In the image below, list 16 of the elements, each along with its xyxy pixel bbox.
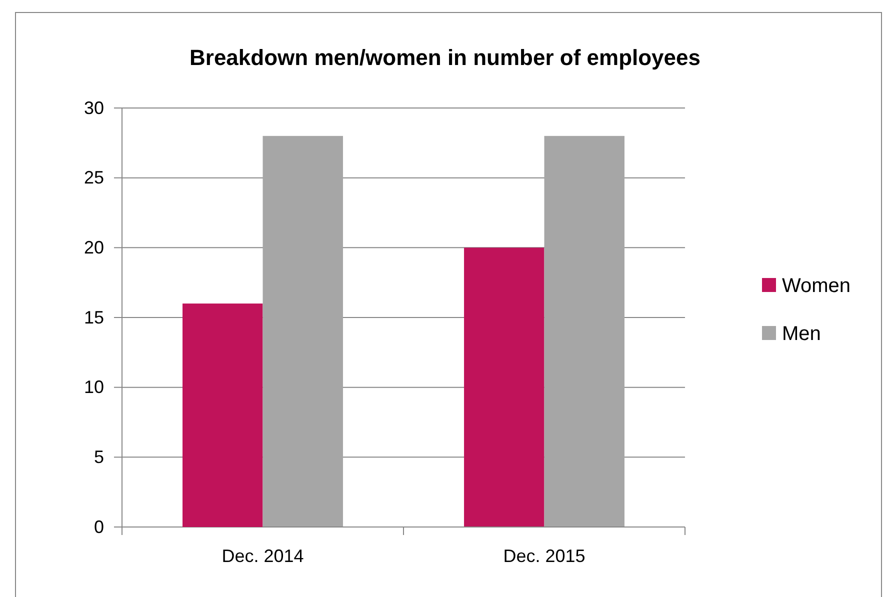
y-tick-label: 20 (84, 237, 104, 258)
y-tick-label: 10 (84, 377, 104, 398)
y-tick-label: 0 (94, 516, 104, 537)
y-tick-label: 25 (84, 168, 104, 188)
y-tick-label: 30 (84, 98, 104, 118)
x-tick-label: Dec. 2015 (503, 546, 586, 566)
y-tick-label: 15 (84, 307, 104, 328)
bar (182, 304, 263, 527)
y-tick-label: 5 (94, 446, 104, 467)
bar (262, 136, 343, 527)
x-tick-label: Dec. 2014 (222, 546, 304, 566)
legend-label: Women (782, 275, 851, 297)
bar (464, 248, 544, 527)
chart-title: Breakdown men/women in number of employees (190, 45, 700, 70)
bar (544, 136, 624, 527)
legend-label: Men (782, 323, 821, 345)
